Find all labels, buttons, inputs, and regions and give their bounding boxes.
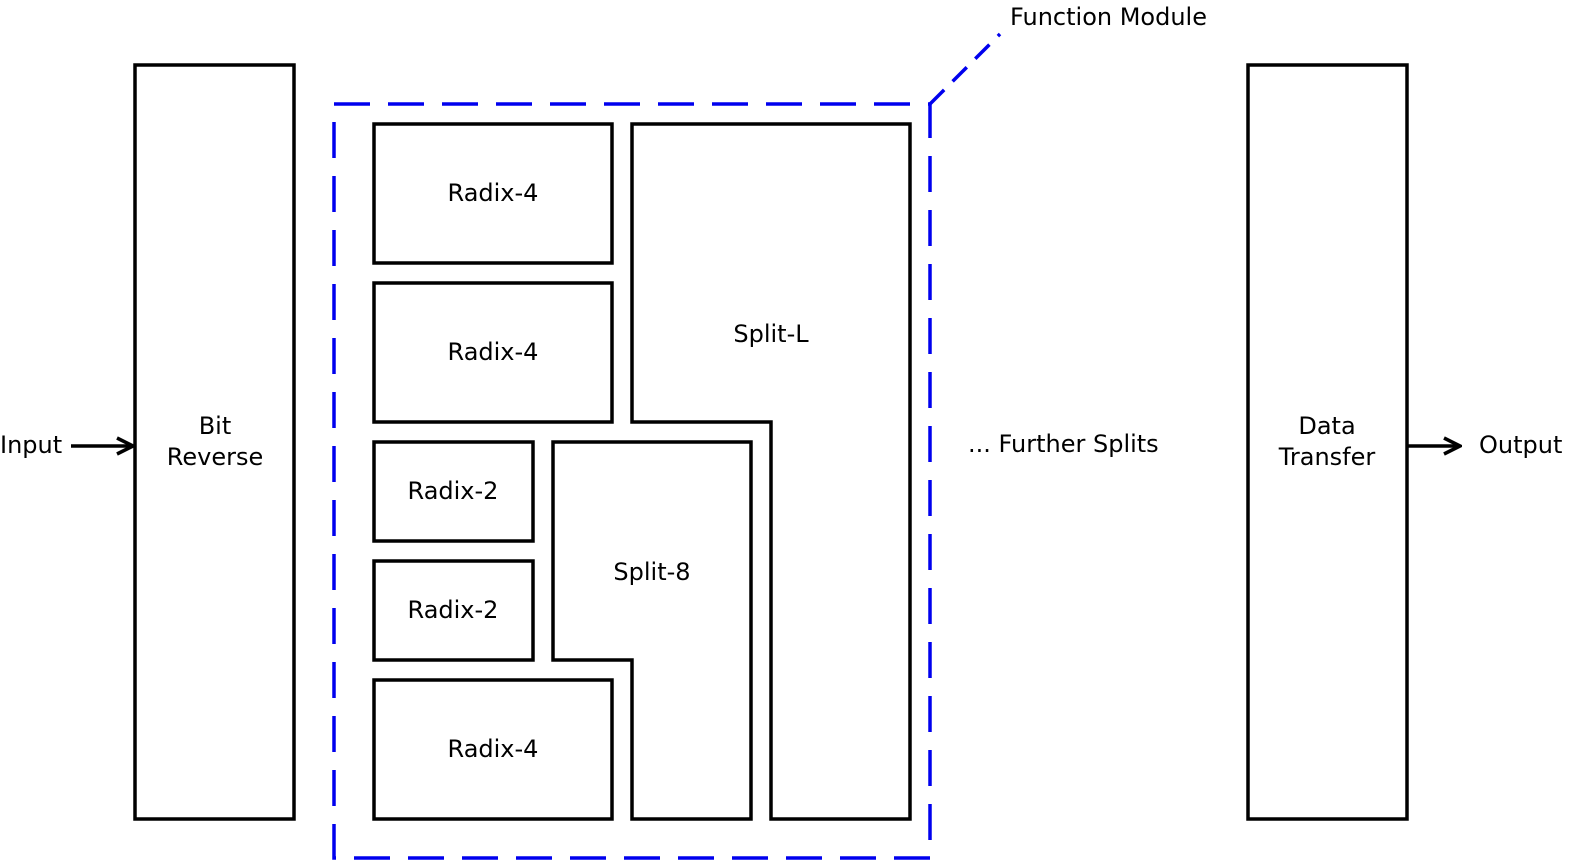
radix4-block-3 [372,678,614,821]
bit-reverse-label-line1: Bit [199,412,232,440]
split-8-block [551,440,753,821]
further-splits-label: ... Further Splits [968,430,1159,458]
radix2-block-2 [372,559,535,662]
radix4-block-1 [372,122,614,265]
function-module-label: Function Module [1010,3,1207,31]
bit-reverse-block [133,63,296,821]
split-l-block [630,122,912,821]
data-transfer-label-line2: Transfer [1278,443,1376,471]
function-module-border [332,102,932,860]
radix2-label-1: Radix-2 [408,477,499,505]
radix2-block-1 [372,440,535,543]
split-l-label: Split-L [733,320,809,348]
radix4-block-2 [372,281,614,424]
data-transfer-block [1246,63,1409,821]
radix4-label-3: Radix-4 [448,735,539,763]
bit-reverse-label-line2: Reverse [167,443,263,471]
input-label: Input [0,431,62,459]
split-8-label: Split-8 [613,558,690,586]
function-module-callout-line [928,32,1002,106]
radix4-label-2: Radix-4 [448,338,539,366]
data-transfer-label-line1: Data [1298,412,1355,440]
radix2-label-2: Radix-2 [408,596,499,624]
radix4-label-1: Radix-4 [448,179,539,207]
output-label: Output [1479,431,1562,459]
